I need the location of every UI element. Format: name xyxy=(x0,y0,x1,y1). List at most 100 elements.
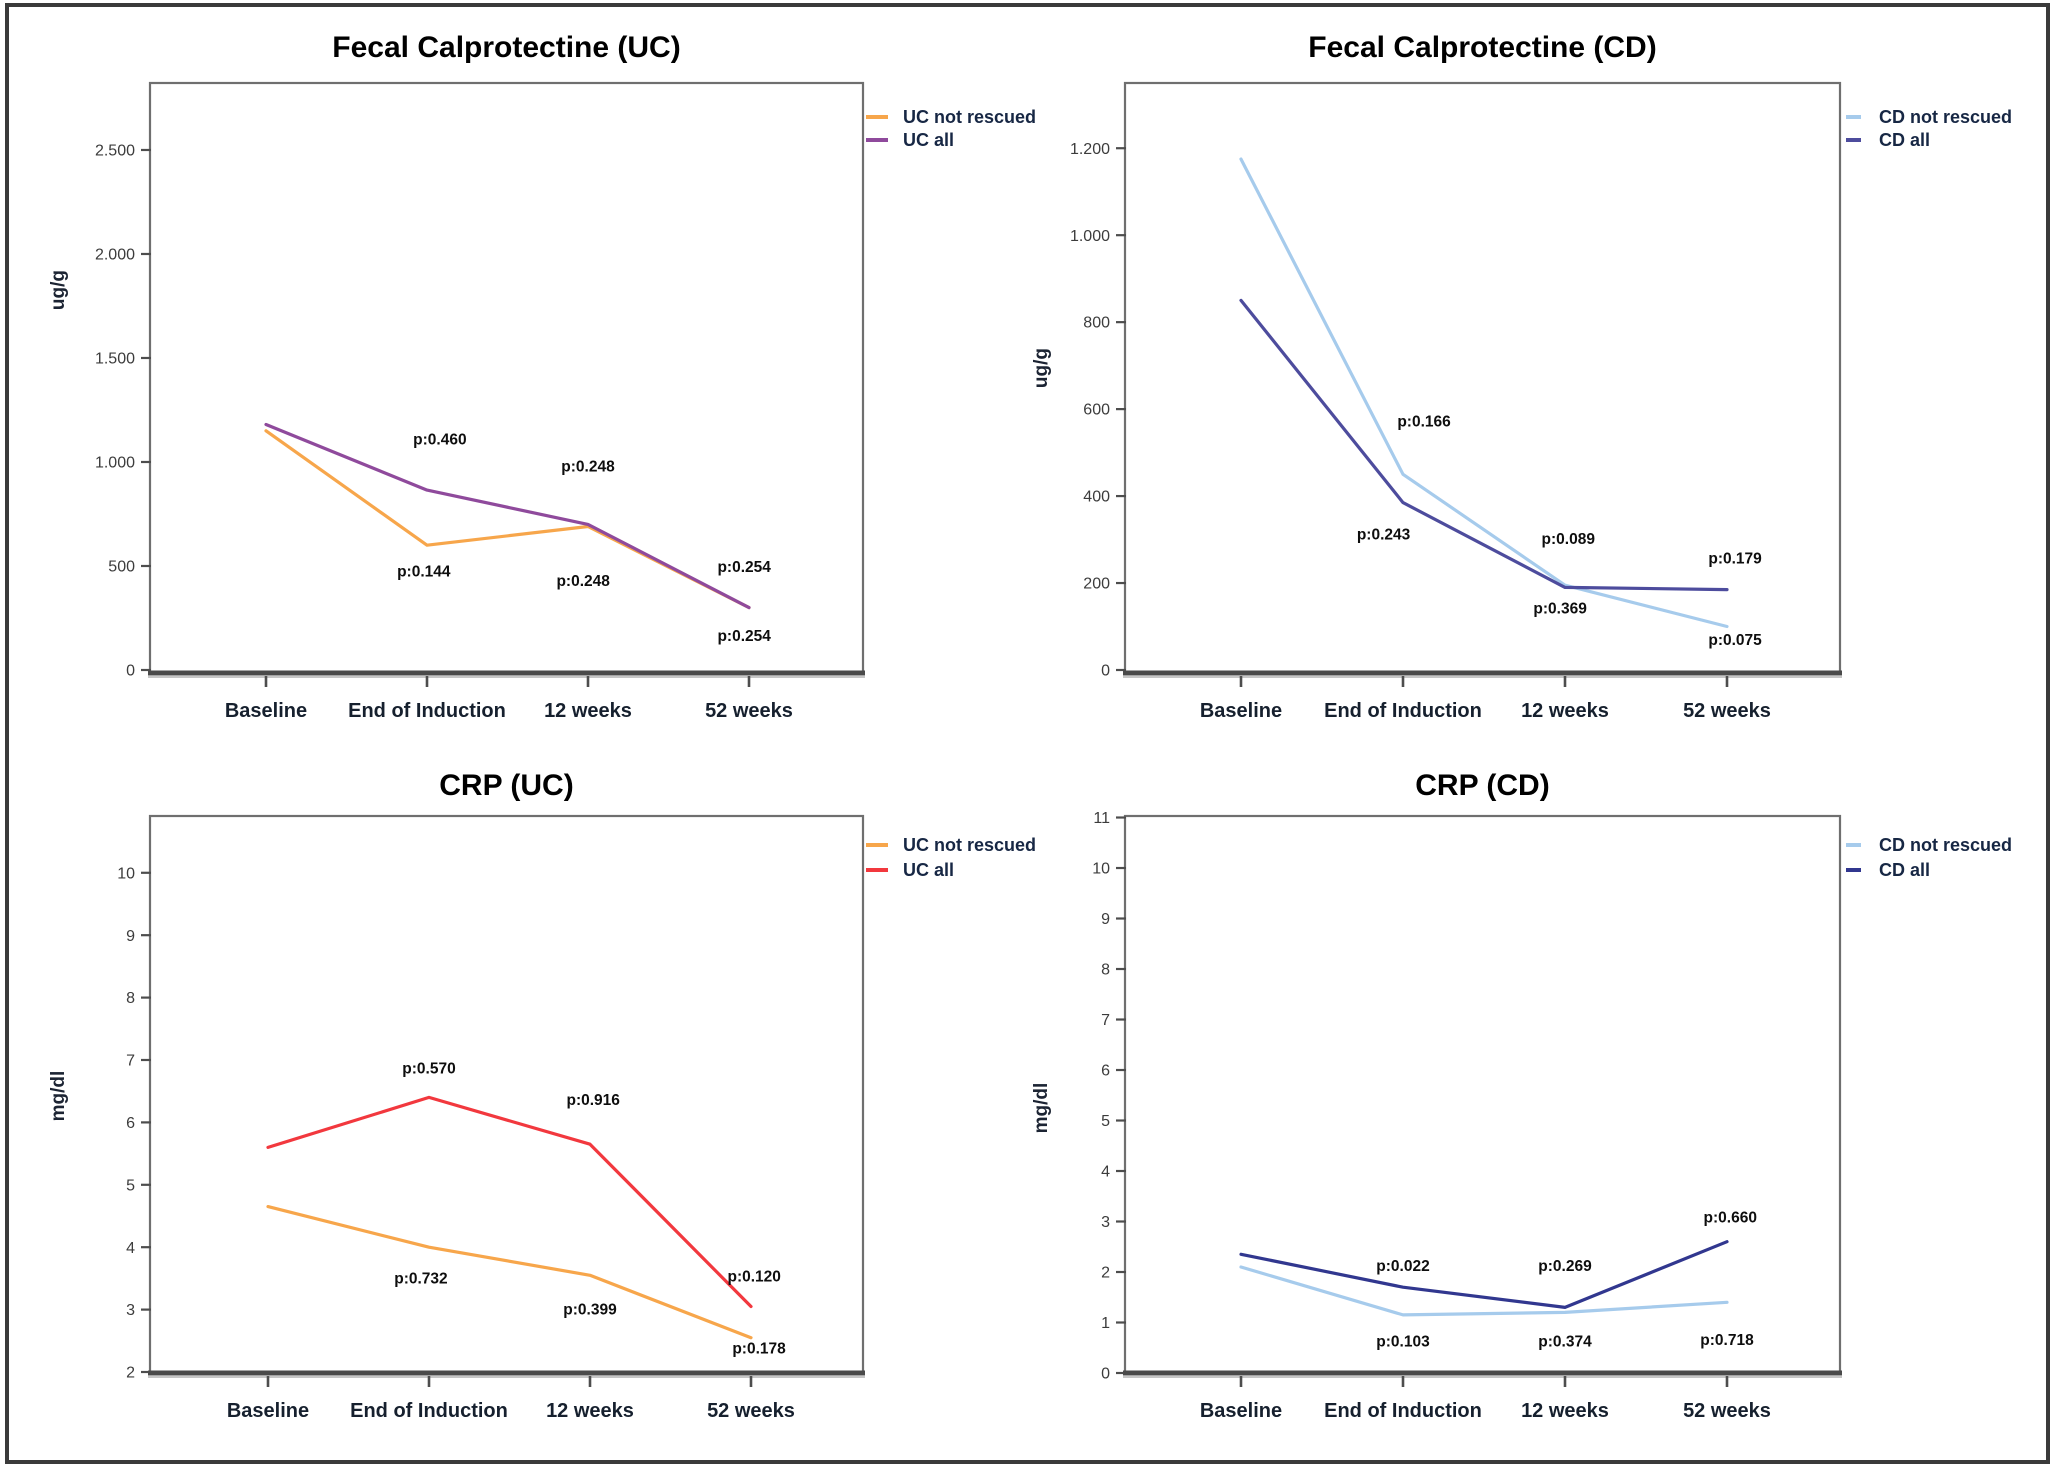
fc-uc-p-value-label-1: p:0.144 xyxy=(397,563,451,580)
crp-uc-y-tick-label-5: 7 xyxy=(126,1053,135,1070)
crp-cd-y-tick-label-10: 10 xyxy=(1092,861,1110,878)
crp-cd-y-tick-label-3: 3 xyxy=(1101,1214,1110,1231)
fc-cd-y-tick-label-1: 200 xyxy=(1083,576,1110,593)
chart-fc-uc: 0 500 1.000 1.500 2.000 2.500 Baseline End of I… xyxy=(48,31,1036,722)
crp-uc-p-value-label-3: p:0.399 xyxy=(563,1302,617,1319)
crp-uc-p-value-label-2: p:0.916 xyxy=(567,1092,621,1109)
crp-uc-x-category-label-2: 12 weeks xyxy=(546,1400,634,1422)
fc-uc-p-value-label-4: p:0.254 xyxy=(717,559,771,576)
fc-cd-y-tick-label-4: 800 xyxy=(1083,315,1110,332)
crp-uc-plot-area xyxy=(148,814,865,1375)
fc-uc-y-tick-label-0: 0 xyxy=(126,663,135,680)
fc-cd-x-category-label-0: Baseline xyxy=(1200,700,1282,722)
fc-cd-y-tick-label-0: 0 xyxy=(1101,663,1110,680)
crp-cd-series-line-0 xyxy=(1239,1265,1729,1317)
crp-cd-p-value-label-3: p:0.374 xyxy=(1538,1334,1592,1351)
crp-cd-legend-label-0: CD not rescued xyxy=(1879,835,2012,855)
crp-cd-y-tick-label-7: 7 xyxy=(1101,1012,1110,1029)
fc-cd-p-value-label-1: p:0.243 xyxy=(1357,527,1411,544)
crp-uc-p-value-label-1: p:0.732 xyxy=(394,1270,447,1287)
crp-uc-x-category-label-3: 52 weeks xyxy=(707,1400,795,1422)
fc-cd-p-value-label-3: p:0.369 xyxy=(1533,600,1587,617)
fc-uc-y-tick-label-3: 1.500 xyxy=(95,351,135,368)
crp-cd-y-axis-title: mg/dl xyxy=(1031,1083,1052,1134)
crp-uc-y-tick-label-4: 6 xyxy=(126,1115,135,1132)
fc-uc-legend-label-0: UC not rescued xyxy=(903,107,1036,127)
crp-cd-y-tick-label-4: 4 xyxy=(1101,1164,1110,1181)
fc-uc-x-category-label-0: Baseline xyxy=(225,700,307,722)
fc-cd-y-tick-label-2: 400 xyxy=(1083,489,1110,506)
fc-uc-x-category-label-2: 12 weeks xyxy=(544,700,632,722)
crp-cd-p-value-label-1: p:0.103 xyxy=(1376,1334,1430,1351)
crp-cd-title: CRP (CD) xyxy=(1415,769,1549,802)
crp-uc-p-value-label-0: p:0.570 xyxy=(402,1061,455,1078)
fc-uc-y-tick-label-1: 500 xyxy=(108,559,135,576)
crp-cd-p-value-label-4: p:0.660 xyxy=(1704,1210,1757,1227)
crp-cd-y-tick-label-11: 11 xyxy=(1093,810,1110,827)
fc-cd-legend-label-1: CD all xyxy=(1879,130,1930,150)
crp-uc-p-value-label-4: p:0.120 xyxy=(728,1269,781,1286)
fc-uc-y-tick-label-5: 2.500 xyxy=(95,143,135,160)
crp-uc-y-tick-label-8: 10 xyxy=(117,865,135,882)
fc-cd-p-value-label-0: p:0.166 xyxy=(1397,414,1451,431)
chart-fc-cd: 0 200 400 600 800 1.000 1.200 Baseline End of In… xyxy=(1031,31,2012,722)
fc-cd-legend-label-0: CD not rescued xyxy=(1879,107,2012,127)
crp-cd-legend-label-1: CD all xyxy=(1879,860,1930,880)
fc-uc-title: Fecal Calprotectine (UC) xyxy=(332,31,680,64)
crp-uc-legend-label-1: UC all xyxy=(903,860,954,880)
crp-cd-y-tick-label-8: 8 xyxy=(1101,962,1110,979)
fc-cd-y-axis-title: ug/g xyxy=(1031,348,1052,388)
crp-uc-series-line-1 xyxy=(266,1095,753,1309)
fc-uc-y-axis-title: ug/g xyxy=(48,270,69,310)
crp-uc-x-category-label-1: End of Induction xyxy=(350,1400,508,1422)
fc-cd-title: Fecal Calprotectine (CD) xyxy=(1308,31,1656,64)
crp-uc-y-tick-label-7: 9 xyxy=(126,928,135,945)
fc-uc-plot-area xyxy=(148,81,865,675)
fc-uc-p-value-label-0: p:0.460 xyxy=(413,431,466,448)
fc-cd-p-value-label-4: p:0.179 xyxy=(1708,550,1762,567)
crp-uc-y-axis-title: mg/dl xyxy=(48,1071,69,1122)
crp-cd-y-tick-label-9: 9 xyxy=(1101,911,1110,928)
crp-uc-y-tick-label-0: 2 xyxy=(126,1365,135,1382)
fc-cd-p-value-label-5: p:0.075 xyxy=(1708,632,1762,649)
crp-uc-y-tick-label-1: 3 xyxy=(126,1302,135,1319)
crp-cd-x-category-label-2: 12 weeks xyxy=(1521,1400,1609,1422)
chart-crp-uc: 2 3 4 5 6 7 8 9 10 Baseline End of Induction 12 wee… xyxy=(48,769,1036,1422)
crp-cd-series-line-1 xyxy=(1239,1240,1729,1310)
fc-uc-p-value-label-2: p:0.248 xyxy=(561,458,615,475)
crp-uc-y-tick-label-3: 5 xyxy=(126,1177,135,1194)
fc-uc-x-category-label-1: End of Induction xyxy=(348,700,506,722)
crp-cd-x-category-label-0: Baseline xyxy=(1200,1400,1282,1422)
crp-uc-p-value-label-5: p:0.178 xyxy=(732,1340,786,1357)
crp-cd-y-tick-label-0: 0 xyxy=(1101,1366,1110,1383)
crp-uc-title: CRP (UC) xyxy=(439,769,573,802)
crp-uc-y-tick-label-2: 4 xyxy=(126,1240,135,1257)
crp-cd-p-value-label-2: p:0.269 xyxy=(1538,1258,1592,1275)
crp-uc-series-line-0 xyxy=(266,1204,753,1340)
crp-cd-p-value-label-5: p:0.718 xyxy=(1700,1332,1754,1349)
fc-uc-p-value-label-3: p:0.248 xyxy=(556,573,610,590)
crp-cd-y-tick-label-1: 1 xyxy=(1101,1315,1110,1332)
fc-cd-x-category-label-1: End of Induction xyxy=(1324,700,1482,722)
chart-crp-cd: 0 1 2 3 4 5 6 7 8 9 10 11 Baseline End of Induction 12… xyxy=(1031,769,2012,1422)
fc-cd-y-tick-label-3: 600 xyxy=(1083,402,1110,419)
crp-cd-y-tick-label-2: 2 xyxy=(1101,1265,1110,1282)
fc-cd-x-category-label-3: 52 weeks xyxy=(1683,700,1771,722)
crp-cd-y-tick-label-5: 5 xyxy=(1101,1113,1110,1130)
fc-cd-plot-area xyxy=(1123,81,1842,675)
crp-cd-p-value-label-0: p:0.022 xyxy=(1376,1258,1429,1275)
crp-uc-x-category-label-0: Baseline xyxy=(227,1400,309,1422)
fc-uc-series-line-1 xyxy=(264,422,751,610)
crp-cd-x-category-label-3: 52 weeks xyxy=(1683,1400,1771,1422)
fc-uc-p-value-label-5: p:0.254 xyxy=(717,628,771,645)
fc-uc-legend-label-1: UC all xyxy=(903,130,954,150)
crp-cd-y-tick-label-6: 6 xyxy=(1101,1063,1110,1080)
fc-uc-y-tick-label-2: 1.000 xyxy=(95,455,135,472)
fc-cd-series-line-1 xyxy=(1239,298,1729,592)
fc-cd-y-tick-label-6: 1.200 xyxy=(1070,141,1110,158)
fc-cd-x-category-label-2: 12 weeks xyxy=(1521,700,1609,722)
crp-cd-x-category-label-1: End of Induction xyxy=(1324,1400,1482,1422)
fc-uc-x-category-label-3: 52 weeks xyxy=(705,700,793,722)
